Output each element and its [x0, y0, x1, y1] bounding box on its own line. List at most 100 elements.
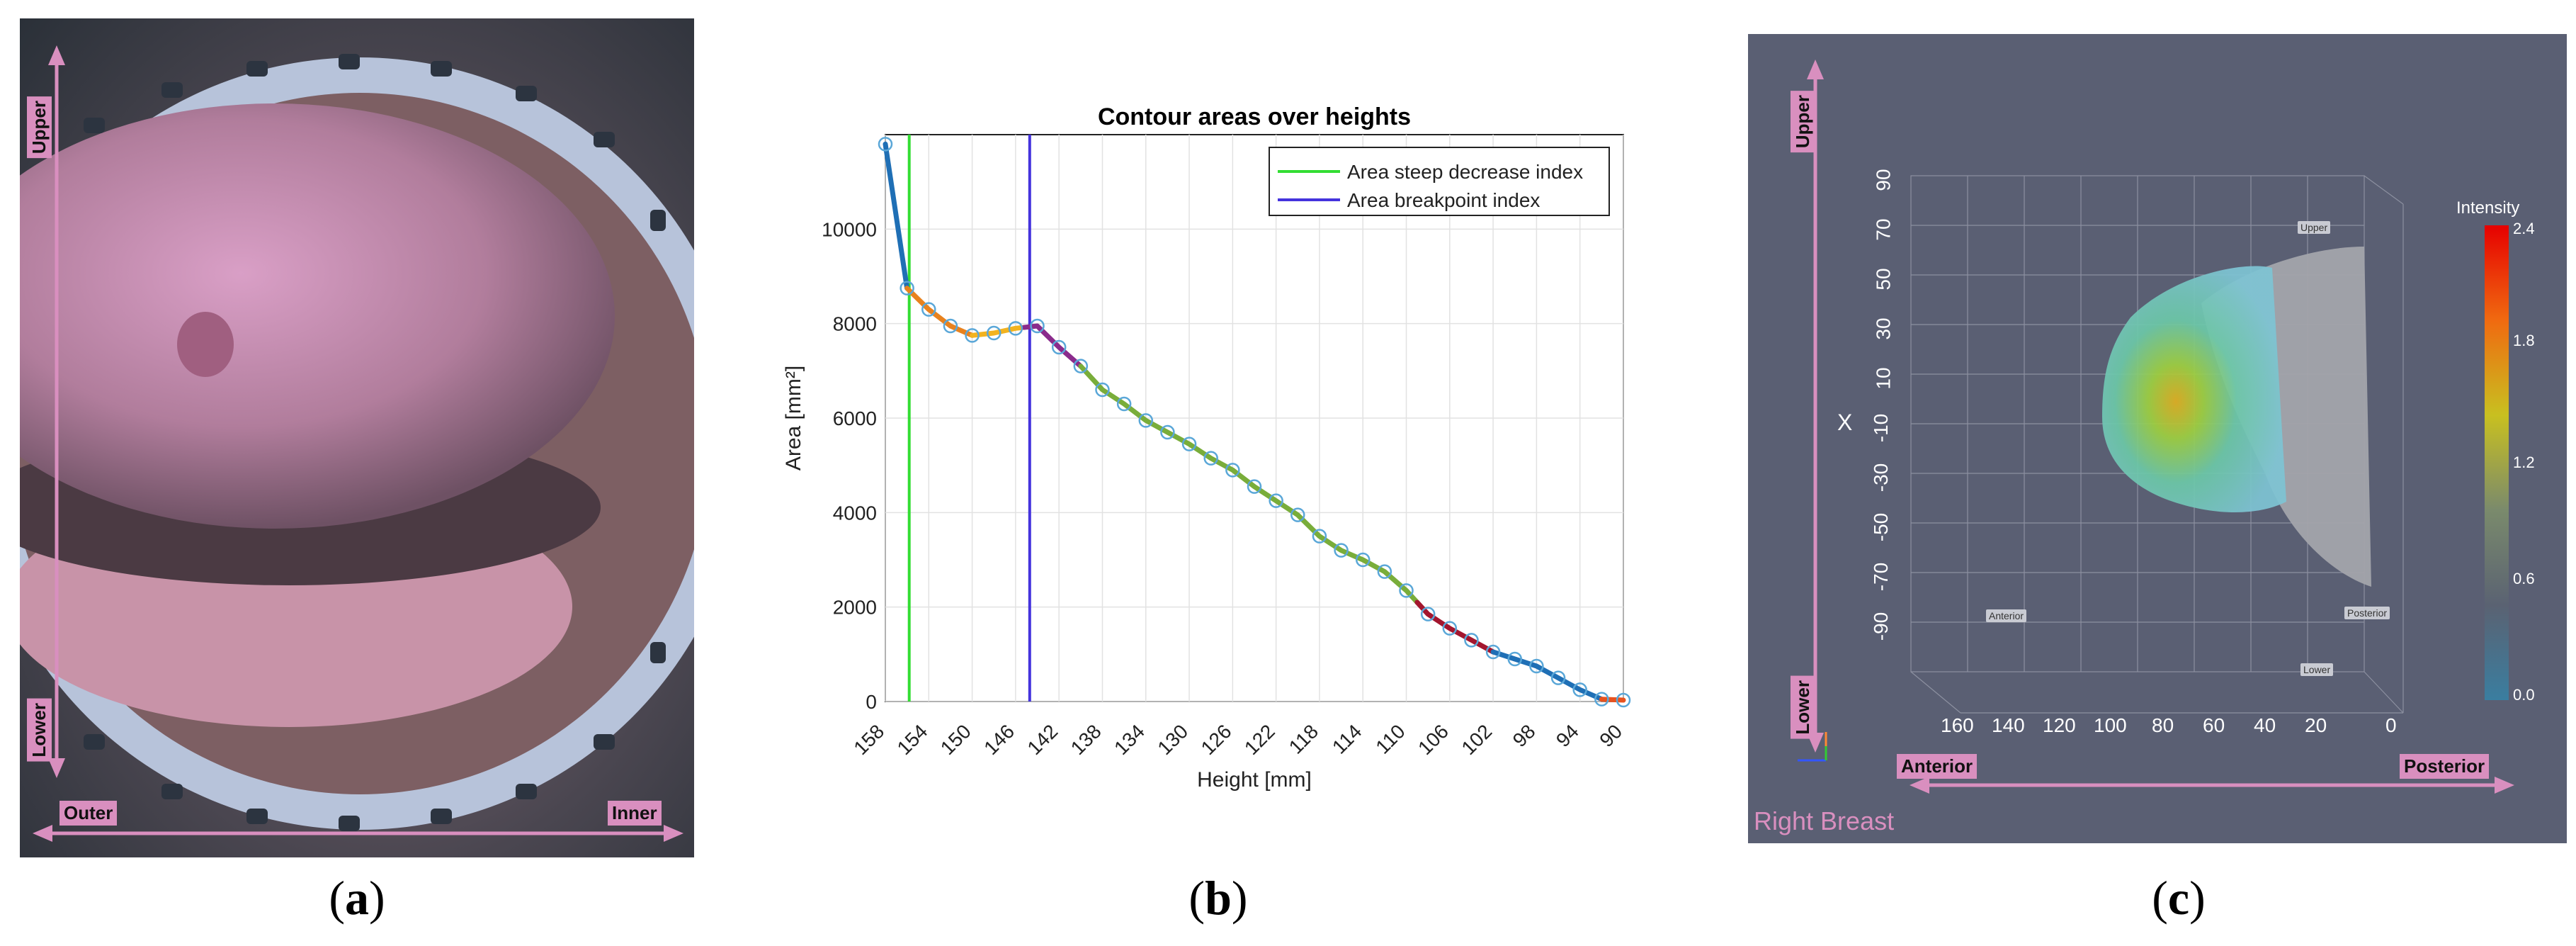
x-tick-label: 106 — [1414, 720, 1453, 759]
x-tick-label: 110 — [1371, 720, 1409, 758]
area-chart: 158 154 150 146 142 138 134 130 126 122 118 114 110 1… — [782, 103, 1631, 792]
y-tick-label: 4000 — [833, 502, 877, 524]
tick-c-y: 90 — [1872, 169, 1895, 191]
y-tick-label: 0 — [866, 691, 877, 713]
data-point — [1377, 564, 1392, 579]
inner-label: Inner — [608, 801, 662, 826]
fit-segment — [1599, 697, 1626, 703]
x-tick-label: 98 — [1509, 720, 1540, 751]
axis-label-x: X — [1837, 410, 1853, 435]
fit-segment — [883, 141, 910, 291]
data-point — [1225, 463, 1240, 478]
data-point — [1181, 437, 1197, 451]
upper-label-c: Upper — [1791, 91, 1815, 153]
tick-c-y: 70 — [1872, 218, 1895, 241]
data-point — [1312, 529, 1327, 544]
tick-c-x: 40 — [2254, 714, 2276, 736]
data-point — [1073, 359, 1089, 373]
legend-entry-steep: Area steep decrease index — [1347, 161, 1583, 183]
tick-c-y: -30 — [1870, 463, 1893, 492]
upper-label: Upper — [27, 96, 52, 159]
legend-box — [1269, 147, 1610, 216]
data-point — [1008, 321, 1023, 336]
x-tick-label: 138 — [1067, 720, 1106, 759]
data-point — [1572, 682, 1587, 697]
tick-c-y: 10 — [1872, 367, 1895, 390]
x-tick-label: 130 — [1153, 720, 1192, 759]
colorbar-tick: 2.4 — [2513, 220, 2535, 237]
outer-label: Outer — [59, 801, 118, 826]
tick-c-y: 50 — [1872, 268, 1895, 291]
photo-illustration — [20, 45, 694, 842]
x-tick-label: 94 — [1552, 720, 1583, 751]
nipple — [177, 312, 234, 377]
data-point — [986, 325, 1002, 341]
data-point — [1399, 583, 1414, 598]
x-tick-label: 134 — [1110, 720, 1149, 759]
caption-a: (a) — [329, 871, 385, 925]
colorbar-tick: 0.6 — [2513, 570, 2535, 587]
volume-render — [1798, 60, 2514, 794]
x-tick-label: 102 — [1457, 720, 1496, 759]
lower-label-c: Lower — [1791, 676, 1815, 739]
x-tick-label: 126 — [1197, 720, 1236, 759]
data-point — [1269, 493, 1283, 508]
tick-c-x: 60 — [2203, 714, 2225, 736]
colorbar — [2485, 225, 2509, 700]
box-lower-label: Lower — [2300, 663, 2334, 676]
data-point — [1420, 607, 1436, 621]
posterior-label: Posterior — [2400, 754, 2490, 779]
x-tick-label: 90 — [1595, 720, 1626, 751]
fit-segment — [1490, 649, 1604, 702]
data-point — [1529, 658, 1544, 674]
y-axis-label: Area [mm²] — [782, 366, 805, 471]
anterior-label: Anterior — [1897, 754, 1978, 779]
side-label: Right Breast — [1754, 806, 1895, 835]
data-point — [1550, 670, 1566, 685]
data-point — [1030, 318, 1045, 334]
x-tick-label: 142 — [1023, 720, 1062, 759]
data-point — [943, 318, 958, 334]
tick-c-y: -70 — [1870, 562, 1893, 592]
tick-c-x: 80 — [2152, 714, 2174, 736]
data-point — [1116, 396, 1132, 412]
data-point — [1616, 692, 1631, 708]
x-axis-label: Height [mm] — [1197, 768, 1312, 792]
photo-panel: Upper Lower Outer Inner — [20, 18, 694, 857]
y-tick-label: 2000 — [833, 597, 877, 619]
data-point — [1247, 479, 1262, 494]
x-tick-label: 118 — [1285, 720, 1322, 758]
colorbar-title: Intensity — [2456, 198, 2520, 218]
y-tick-label: 8000 — [833, 313, 877, 335]
data-point — [1464, 633, 1479, 648]
fit-segment — [1078, 364, 1420, 605]
data-point — [1160, 424, 1175, 440]
caption-b: (b) — [1188, 871, 1248, 925]
data-point — [1334, 543, 1349, 558]
x-tick-label: 122 — [1240, 720, 1279, 759]
y-tick-label: 10000 — [822, 218, 877, 240]
data-point — [1290, 507, 1305, 522]
tick-c-x: 120 — [2043, 714, 2076, 736]
data-point — [1203, 451, 1218, 466]
tick-c-x: 0 — [2385, 714, 2397, 736]
data-point — [921, 302, 936, 317]
tick-c-y: -10 — [1870, 413, 1893, 443]
data-point — [1138, 413, 1154, 428]
tick-c-y: -90 — [1870, 612, 1893, 641]
x-tick-label: 114 — [1328, 720, 1366, 758]
tick-c-x: 160 — [1941, 714, 1974, 736]
lower-label: Lower — [27, 699, 52, 762]
data-point — [1594, 692, 1609, 706]
volume-render-panel: Upper Lower Anterior Posterior Right Bre… — [1748, 34, 2567, 843]
fit-segment — [904, 286, 975, 338]
colorbar-tick: 1.2 — [2513, 454, 2535, 471]
chart-title: Contour areas over heights — [1098, 103, 1411, 130]
box-anterior-label: Anterior — [1986, 609, 2027, 622]
colorbar-tick: 1.8 — [2513, 332, 2535, 349]
data-point — [1355, 552, 1371, 568]
data-point — [1485, 644, 1501, 660]
tick-c-x: 100 — [2094, 714, 2127, 736]
x-tick-label: 158 — [849, 720, 888, 759]
colorbar-tick: 0.0 — [2513, 686, 2535, 704]
